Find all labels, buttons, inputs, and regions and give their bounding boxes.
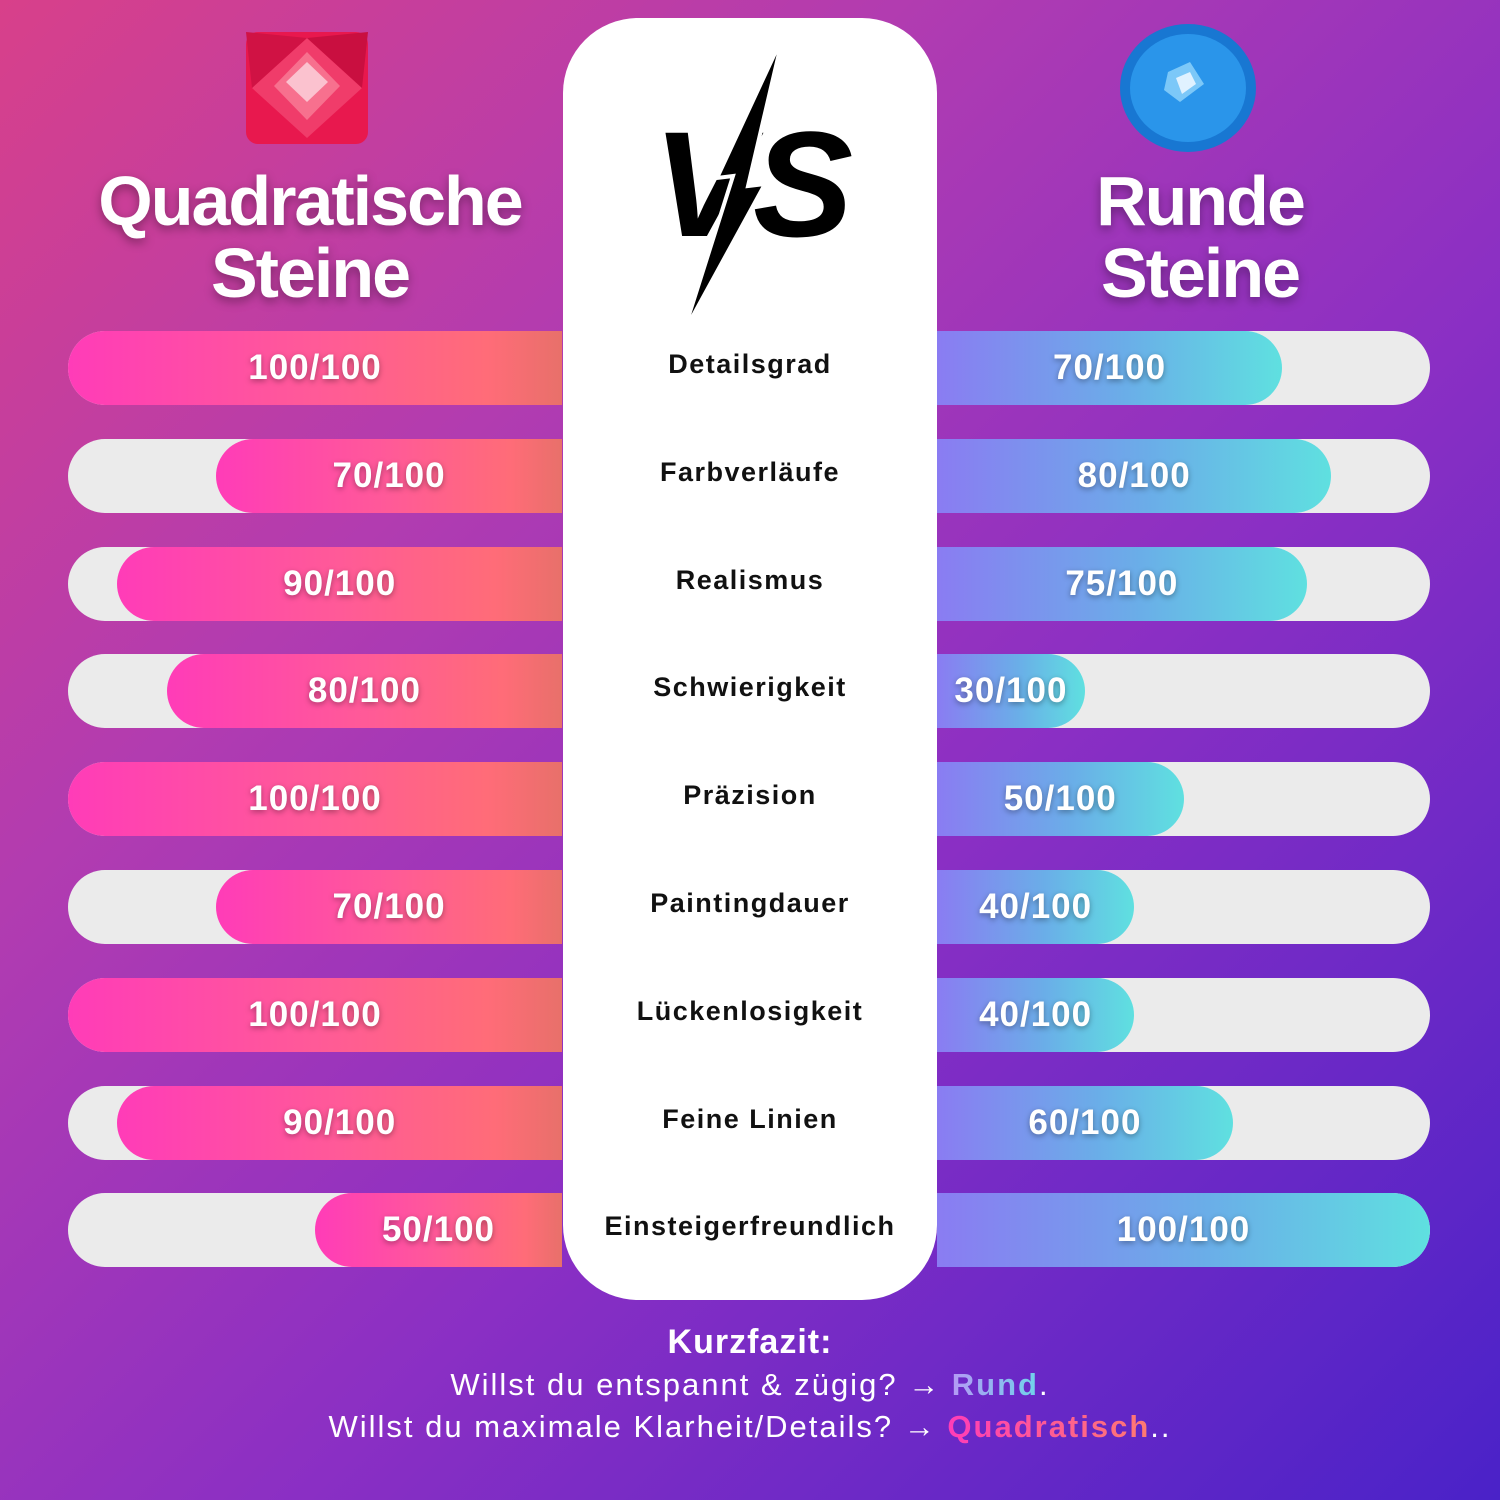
criterion-label: Paintingdauer: [650, 888, 850, 918]
right-bar: [937, 546, 1307, 621]
right-value-label: 40/100: [979, 994, 1093, 1034]
right-title-line-1: Runde: [1096, 162, 1306, 240]
left-value-label: 100/100: [248, 994, 382, 1034]
right-value-label: 75/100: [1065, 563, 1179, 603]
right-bar: [937, 870, 1135, 944]
right-value-label: 40/100: [979, 887, 1093, 926]
left-value-label: 90/100: [283, 1102, 397, 1142]
criterion-label: Farbverläufe: [659, 456, 841, 487]
left-value-label: 70/100: [332, 455, 446, 495]
right-value-label: 100/100: [1116, 1210, 1251, 1250]
right-value-label: 70/100: [1053, 348, 1167, 387]
right-value-label: 80/100: [1077, 455, 1191, 495]
criterion-label: Schwierigkeit: [653, 672, 847, 703]
lightning-bolt-icon: [681, 36, 785, 335]
summary-line-2-text: Willst du maximale Klarheit/Details? →: [328, 1409, 948, 1444]
criterion-label: Feine Linien: [662, 1103, 838, 1134]
highlight-quadratisch: Quadratisch: [947, 1409, 1151, 1444]
vs-logo: VS: [653, 36, 853, 335]
left-title: Quadratische Steine: [60, 165, 560, 309]
left-bar: [216, 438, 562, 513]
left-value-label: 90/100: [283, 563, 397, 603]
right-title: Runde Steine: [1000, 165, 1400, 309]
left-title-line-1: Quadratische: [98, 162, 523, 240]
right-value-label: 60/100: [1028, 1102, 1142, 1142]
summary-line-2-end: ..: [1150, 1409, 1172, 1444]
left-bar: [216, 870, 562, 944]
left-value-label: 100/100: [248, 779, 382, 819]
left-bar: [166, 654, 562, 729]
criterion-label: Einsteigerfreundlich: [604, 1211, 896, 1242]
right-value-label: 30/100: [954, 671, 1068, 711]
left-value-label: 80/100: [307, 671, 421, 711]
criteria-panel: VS: [563, 18, 937, 1300]
criterion-label: Präzision: [683, 780, 817, 811]
left-bar: [315, 1193, 562, 1268]
right-value-label: 50/100: [1003, 779, 1117, 819]
summary-line-1-end: .: [1038, 1367, 1050, 1402]
summary: Kurzfazit: Willst du entspannt & zügig? …: [0, 1320, 1500, 1448]
left-value-label: 100/100: [248, 348, 382, 387]
right-bar: [937, 654, 1085, 729]
right-bar: [937, 331, 1283, 405]
left-bar: [117, 546, 562, 621]
right-bar: [937, 1193, 1430, 1268]
right-bar: [937, 977, 1135, 1052]
right-bar: [937, 438, 1332, 513]
summary-title: Kurzfazit:: [667, 1323, 833, 1361]
left-title-line-2: Steine: [210, 234, 411, 312]
criterion-label: Detailsgrad: [668, 349, 832, 379]
criterion-label: Lückenlosigkeit: [636, 995, 864, 1026]
left-bar: [117, 1085, 562, 1160]
left-value-label: 70/100: [332, 887, 446, 926]
square-gem-icon: [244, 30, 370, 146]
left-bar: [68, 331, 562, 405]
highlight-rund: Rund: [951, 1367, 1039, 1402]
right-title-line-2: Steine: [1100, 234, 1301, 312]
right-bar: [937, 762, 1184, 837]
summary-line-1: Willst du entspannt & zügig? → Rund.: [0, 1364, 1500, 1406]
left-bar: [68, 762, 562, 837]
left-bar: [68, 977, 562, 1052]
round-gem-icon: [1118, 22, 1258, 154]
right-bar: [937, 1085, 1233, 1160]
summary-line-2: Willst du maximale Klarheit/Details? → Q…: [0, 1406, 1500, 1448]
summary-line-1-text: Willst du entspannt & zügig? →: [450, 1367, 952, 1402]
left-value-label: 50/100: [381, 1210, 496, 1250]
criterion-label: Realismus: [675, 564, 825, 595]
